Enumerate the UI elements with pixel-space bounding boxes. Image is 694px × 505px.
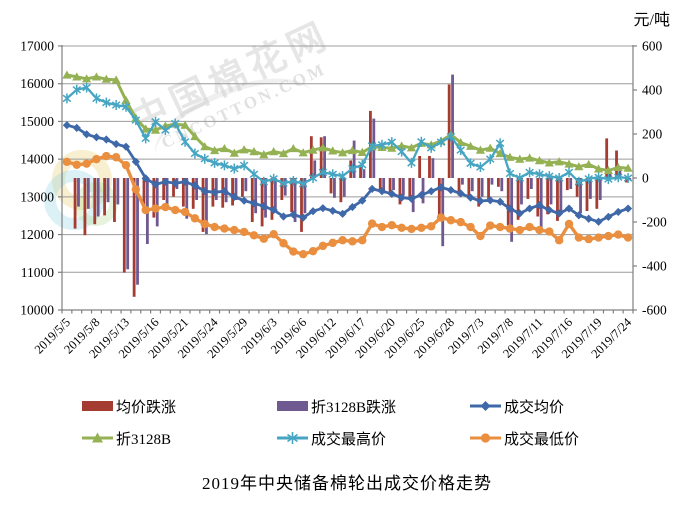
line-3128b bbox=[62, 70, 633, 175]
svg-text:17000: 17000 bbox=[20, 39, 54, 54]
svg-text:14000: 14000 bbox=[20, 152, 54, 167]
svg-text:15000: 15000 bbox=[20, 114, 54, 129]
chart-title: 2019年中央储备棉轮出成交价格走势 bbox=[202, 474, 492, 493]
x-axis-labels: 2019/5/52019/5/82019/5/132019/5/162019/5… bbox=[32, 315, 635, 361]
svg-text:16000: 16000 bbox=[20, 76, 54, 91]
right-axis-unit-label: 元/吨 bbox=[633, 12, 670, 29]
svg-text:200: 200 bbox=[642, 127, 663, 142]
svg-text:13000: 13000 bbox=[20, 189, 54, 204]
bar-series-avg-price-change bbox=[73, 84, 628, 297]
svg-text:400: 400 bbox=[642, 83, 663, 98]
svg-text:0: 0 bbox=[642, 171, 649, 186]
right-axis-labels: 600 400 200 0 -200 -400 -600 bbox=[642, 39, 667, 318]
left-axis-labels: 17000 16000 15000 14000 13000 12000 11000 10000 bbox=[20, 39, 54, 318]
svg-text:10000: 10000 bbox=[20, 303, 54, 318]
line-high-price bbox=[62, 82, 633, 189]
svg-text:11000: 11000 bbox=[21, 265, 54, 280]
line-low-price bbox=[62, 151, 633, 259]
svg-text:-200: -200 bbox=[642, 215, 667, 230]
axes bbox=[58, 45, 637, 314]
svg-text:-400: -400 bbox=[642, 259, 667, 274]
line-avg-price bbox=[62, 121, 633, 226]
svg-text:600: 600 bbox=[642, 39, 663, 54]
svg-text:12000: 12000 bbox=[20, 227, 54, 242]
svg-text:-600: -600 bbox=[642, 303, 667, 318]
